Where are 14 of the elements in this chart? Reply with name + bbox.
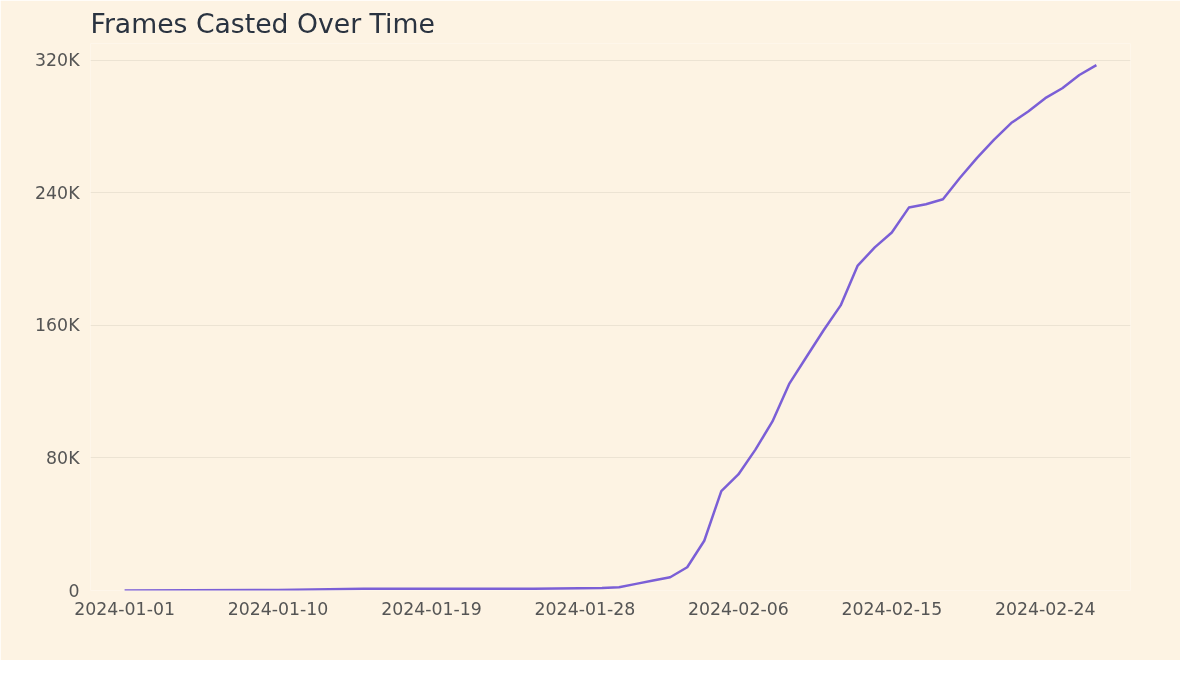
y-tick-label: 240K	[35, 182, 81, 203]
line-series	[123, 63, 1098, 591]
x-tick-label: 2024-01-28	[534, 598, 636, 619]
y-tick-label: 0	[68, 580, 80, 601]
x-tick-label: 2024-02-15	[841, 598, 943, 619]
x-tick-label: 2024-01-19	[381, 598, 482, 619]
x-tick-label: 2024-01-01	[74, 598, 175, 619]
x-tick-label: 2024-02-24	[994, 598, 1096, 619]
y-tick-label: 160K	[35, 315, 81, 336]
x-tick-label: 2024-02-06	[688, 598, 789, 619]
y-tick-label: 80K	[46, 447, 81, 468]
y-tick-label: 320K	[35, 50, 81, 71]
x-tick-label: 2024-01-10	[227, 598, 329, 619]
chart-title: Frames Casted Over Time	[90, 7, 435, 39]
